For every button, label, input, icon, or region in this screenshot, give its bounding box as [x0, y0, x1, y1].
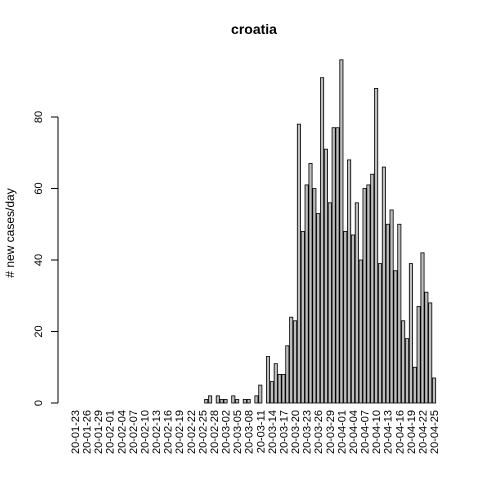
x-tick-label: 20-02-13 [151, 410, 163, 454]
bar [242, 399, 247, 404]
bar [366, 184, 371, 404]
x-tick-label: 20-03-14 [267, 410, 279, 454]
bar [401, 320, 406, 404]
x-axis: 20-01-23 20-01-26 20-01-29 20-02-01 20-02-04… [70, 410, 441, 454]
bar [377, 263, 383, 404]
bar [347, 159, 352, 404]
y-axis: 0 20 40 60 80 [33, 111, 59, 406]
x-tick-label: 20-04-19 [406, 410, 418, 454]
bar [343, 230, 348, 404]
bar [323, 148, 328, 404]
x-tick-label: 20-03-11 [255, 410, 267, 453]
bar [204, 399, 209, 404]
x-tick-label: 20-04-01 [336, 410, 348, 454]
x-tick-label: 20-02-19 [174, 410, 186, 454]
x-tick-label: 20-02-07 [128, 410, 140, 454]
bar [397, 223, 402, 404]
bar [331, 127, 336, 404]
bar [266, 356, 271, 404]
bar [327, 202, 332, 404]
x-tick-label: 20-04-16 [394, 410, 406, 454]
x-tick-label: 20-02-28 [209, 410, 221, 454]
x-tick-label: 20-02-10 [139, 410, 151, 454]
chart-title: croatia [231, 21, 277, 37]
x-tick-label: 20-04-22 [417, 410, 429, 454]
x-tick-label: 20-02-22 [186, 410, 198, 454]
bar [358, 259, 363, 404]
y-tick-label: 80 [33, 111, 45, 123]
bar [405, 338, 410, 404]
bar [254, 395, 259, 404]
x-tick-label: 20-01-26 [82, 410, 94, 454]
x-tick-label: 20-04-13 [383, 410, 395, 454]
x-tick-label: 20-02-04 [116, 410, 128, 454]
x-tick-label: 20-03-05 [232, 410, 244, 454]
x-tick-label: 20-02-25 [197, 410, 209, 454]
bar [312, 188, 317, 404]
bar [350, 234, 355, 404]
bar [432, 377, 437, 404]
bar [428, 302, 433, 404]
bar [362, 188, 367, 404]
bar [335, 127, 340, 404]
x-tick-label: 20-03-20 [290, 410, 302, 454]
bar [231, 395, 236, 404]
x-tick-label: 20-04-25 [429, 410, 441, 454]
bar [316, 213, 321, 404]
bars-group [204, 59, 437, 404]
bar [381, 166, 386, 404]
bar [389, 209, 394, 404]
x-tick-label: 20-03-17 [278, 410, 290, 454]
bar [285, 345, 290, 404]
bar [289, 316, 294, 404]
bar [308, 163, 313, 404]
bar [223, 399, 228, 404]
bar [385, 223, 390, 404]
bar [424, 291, 429, 404]
bar [208, 395, 213, 404]
x-tick-label: 20-04-10 [371, 410, 383, 454]
bar [320, 77, 325, 404]
bar [408, 263, 413, 404]
bar [393, 270, 398, 404]
y-tick-label: 20 [33, 325, 45, 337]
bar [339, 59, 344, 404]
x-tick-label: 20-04-04 [348, 410, 360, 454]
bar [420, 252, 425, 404]
bar [412, 366, 417, 404]
y-tick-label: 40 [33, 254, 45, 266]
bar [374, 88, 379, 404]
x-tick-label: 20-02-16 [163, 410, 175, 454]
y-tick-label: 0 [33, 400, 45, 406]
bar [277, 373, 282, 404]
bar [258, 384, 263, 404]
x-tick-label: 20-02-01 [105, 410, 117, 454]
bar [215, 395, 220, 404]
x-tick-label: 20-03-26 [313, 410, 325, 454]
y-tick-label: 60 [33, 182, 45, 194]
x-tick-label: 20-03-02 [221, 410, 233, 454]
bar [281, 373, 286, 404]
bar [235, 399, 240, 404]
x-tick-label: 20-03-08 [244, 410, 256, 454]
bar [293, 320, 298, 404]
bar [304, 184, 309, 404]
x-tick-label: 20-04-07 [360, 410, 372, 454]
bar [300, 230, 305, 404]
bar [269, 381, 274, 404]
x-tick-label: 20-03-23 [302, 410, 314, 454]
bar [370, 173, 375, 404]
x-tick-label: 20-03-29 [325, 410, 337, 454]
bar [246, 399, 251, 404]
x-tick-label: 20-01-29 [93, 410, 105, 454]
x-tick-label: 20-01-23 [70, 410, 82, 454]
bar [296, 123, 301, 404]
bar [354, 202, 359, 404]
bar [219, 399, 224, 404]
bar [416, 306, 421, 404]
bar [273, 363, 278, 404]
y-axis-label: # new cases/day [3, 188, 17, 277]
